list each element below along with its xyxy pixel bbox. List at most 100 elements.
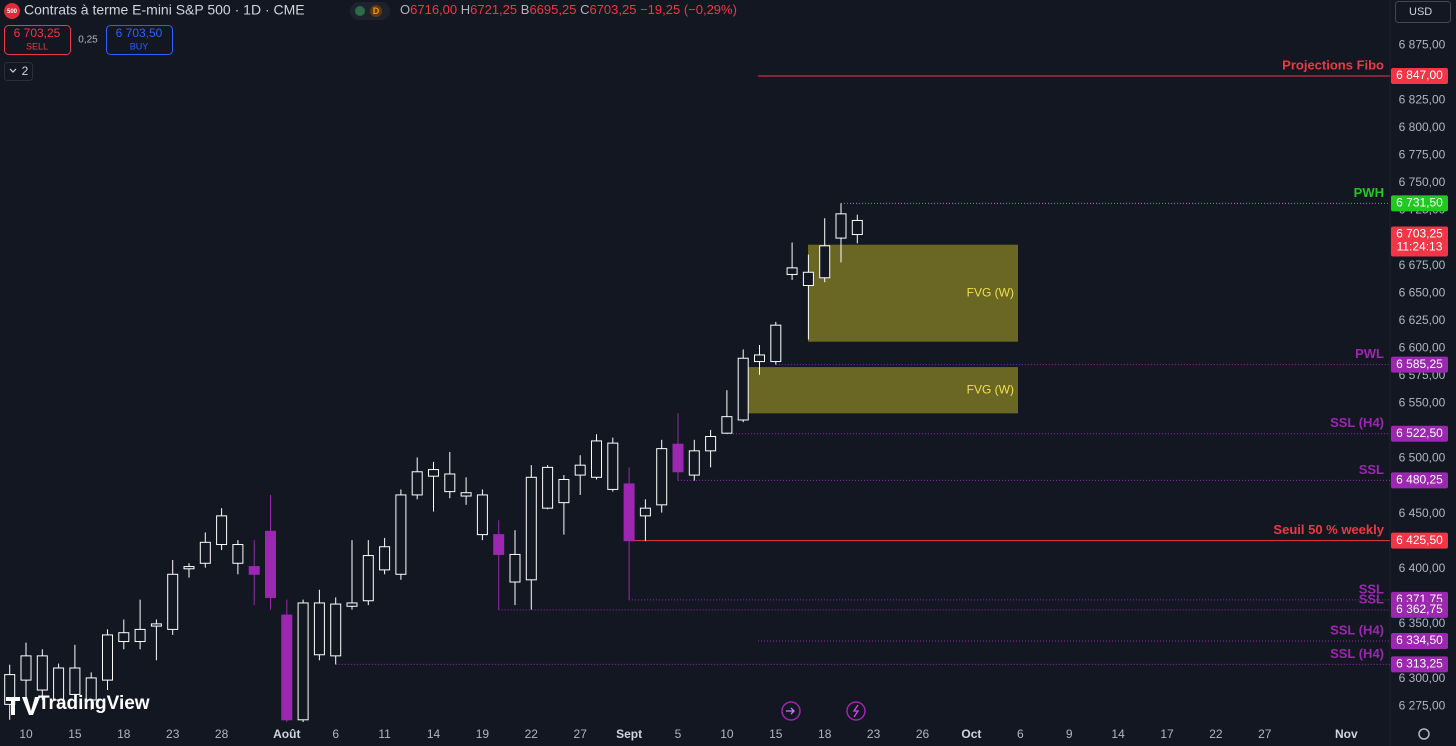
level-label: SSL bbox=[1359, 462, 1384, 477]
ohlc-label: O bbox=[400, 2, 410, 17]
chart-title[interactable]: Contrats à terme E-mini S&P 500 · 1D · C… bbox=[24, 2, 305, 18]
currency: USD bbox=[1409, 6, 1432, 18]
candle-body bbox=[737, 357, 749, 421]
change: −19,25 (−0,29%) bbox=[640, 2, 737, 17]
y-tick-label: 6 800,00 bbox=[1399, 120, 1446, 134]
candle-body bbox=[216, 515, 228, 546]
candle-body bbox=[802, 271, 814, 286]
price-tag bbox=[1391, 195, 1448, 212]
fvg-zone bbox=[748, 367, 1018, 414]
candle-body bbox=[69, 667, 81, 695]
y-tick-label: 6 275,00 bbox=[1399, 699, 1446, 713]
candle-body bbox=[297, 602, 309, 721]
plot-area: FVG (W) FVG (W) bbox=[4, 75, 1390, 722]
last-price: 6 703,25 bbox=[1396, 227, 1443, 241]
x-tick-label: 18 bbox=[818, 727, 832, 741]
y-tick-label: 6 650,00 bbox=[1399, 285, 1446, 299]
candle-body bbox=[851, 219, 863, 236]
price-tag bbox=[1391, 532, 1448, 549]
candle-body bbox=[281, 614, 293, 721]
x-tick-label: 17 bbox=[1160, 727, 1174, 741]
y-tick-label: 6 675,00 bbox=[1399, 258, 1446, 272]
candle-body bbox=[623, 483, 635, 542]
candle-body bbox=[134, 628, 146, 643]
x-tick-label: 6 bbox=[332, 727, 339, 741]
event-icon-arrow bbox=[786, 707, 795, 715]
ohlc-label: C bbox=[580, 2, 589, 17]
level-label: SSL bbox=[1359, 591, 1384, 606]
level-label: PWL bbox=[1355, 346, 1384, 361]
candle-body bbox=[525, 476, 537, 581]
candle-body bbox=[53, 667, 65, 701]
candle-body bbox=[167, 573, 179, 630]
brand-logo bbox=[6, 697, 40, 715]
level-label: Projections Fibo bbox=[1282, 57, 1384, 72]
x-tick-label: Nov bbox=[1335, 727, 1358, 741]
price-tag bbox=[1391, 472, 1448, 489]
x-tick-label: 23 bbox=[166, 727, 180, 741]
candle-body bbox=[639, 507, 651, 517]
candle-body bbox=[379, 546, 391, 571]
event-icon[interactable] bbox=[781, 701, 801, 721]
badge: D bbox=[373, 6, 380, 16]
event-icon-bolt bbox=[852, 704, 860, 718]
x-tick-label: 10 bbox=[720, 727, 734, 741]
candle-body bbox=[428, 469, 439, 477]
candle-body bbox=[705, 436, 717, 452]
settings-icon[interactable] bbox=[1418, 728, 1430, 740]
candle-body bbox=[346, 602, 358, 607]
candle-body bbox=[183, 566, 195, 570]
level-label: SSL (H4) bbox=[1330, 622, 1384, 637]
candle-body bbox=[558, 478, 570, 504]
sell-price: 6 703,25 bbox=[14, 26, 61, 40]
ohlc-value: 6695,25 bbox=[529, 2, 576, 17]
event-icon[interactable] bbox=[846, 701, 866, 721]
buy-button[interactable] bbox=[106, 25, 173, 55]
price-tag bbox=[1391, 601, 1448, 618]
y-tick-label: 6 625,00 bbox=[1399, 313, 1446, 327]
currency-button[interactable] bbox=[1395, 1, 1451, 23]
fvg-label: FVG (W) bbox=[967, 382, 1014, 396]
y-tick-label: 6 775,00 bbox=[1399, 148, 1446, 162]
badge-circle bbox=[370, 5, 382, 17]
candle-body bbox=[150, 623, 162, 627]
chevron-icon bbox=[9, 68, 17, 73]
fvg-zone bbox=[808, 244, 1018, 342]
candle-body bbox=[770, 324, 782, 363]
y-tick-label: 6 825,00 bbox=[1399, 92, 1446, 106]
candle-body bbox=[754, 354, 765, 363]
y-tick-label: 6 400,00 bbox=[1399, 561, 1446, 575]
y-tick-label: 6 550,00 bbox=[1399, 396, 1446, 410]
fvg-label: FVG (W) bbox=[967, 285, 1014, 299]
y-tick-label: 6 500,00 bbox=[1399, 451, 1446, 465]
x-tick-label: 26 bbox=[916, 727, 930, 741]
ohlc-value: 6703,25 bbox=[589, 2, 636, 17]
ohlc-label: B bbox=[521, 2, 530, 17]
indicators-toggle[interactable] bbox=[4, 62, 33, 81]
sell-button[interactable] bbox=[4, 25, 71, 55]
level-label: SSL (H4) bbox=[1330, 646, 1384, 661]
candle-body bbox=[542, 466, 554, 509]
candle-body bbox=[509, 553, 521, 583]
candle-body bbox=[591, 440, 602, 478]
last-price-tag bbox=[1391, 226, 1448, 257]
x-tick-label: Oct bbox=[961, 727, 981, 741]
x-tick-label: 6 bbox=[1017, 727, 1024, 741]
x-tick-label: 18 bbox=[117, 727, 131, 741]
candle-body bbox=[199, 541, 211, 564]
candle-body bbox=[362, 555, 374, 602]
x-tick-label: 27 bbox=[574, 727, 588, 741]
price-tag-label: 6 362,75 bbox=[1396, 602, 1443, 616]
price-tag-label: 6 731,50 bbox=[1396, 196, 1443, 210]
candle-body bbox=[313, 602, 325, 656]
brand[interactable]: TradingView bbox=[38, 693, 150, 714]
symbol-icon[interactable] bbox=[4, 3, 20, 19]
x-tick-label: 22 bbox=[1209, 727, 1223, 741]
overlay: 10 15 18 23 28 Août 6 11 14 19 22 27 Sept 5 10 15 18 23 26… bbox=[19, 37, 1448, 741]
x-tick-label: Août bbox=[273, 727, 300, 741]
candle-body bbox=[607, 442, 619, 490]
x-tick-label: 5 bbox=[675, 727, 682, 741]
candle-body bbox=[248, 566, 260, 575]
